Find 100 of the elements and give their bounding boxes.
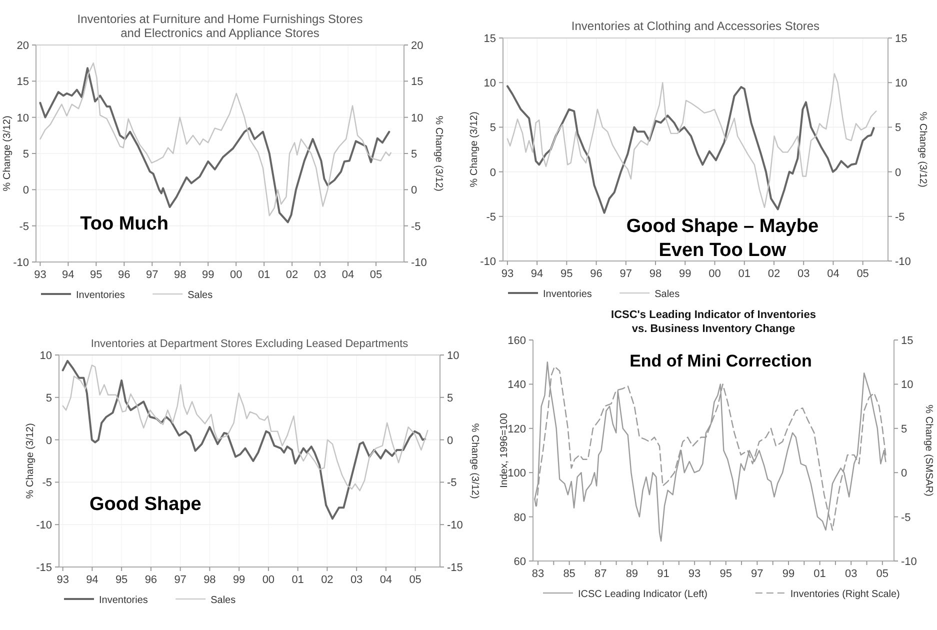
x-tick-label: 99 (202, 269, 214, 281)
y-tick-label: 20 (16, 40, 29, 52)
y-tick-label: 140 (508, 379, 526, 392)
y-tick-label: 10 (40, 350, 52, 362)
x-tick-label: 00 (230, 269, 242, 281)
y-tick-label: 5 (22, 148, 29, 160)
x-tick-label: 99 (679, 268, 692, 280)
annotation: End of Mini Correction (630, 352, 812, 371)
y-tick-label: 15 (484, 33, 496, 45)
x-tick-label: 04 (380, 574, 392, 586)
x-tick-label: 05 (876, 568, 889, 580)
y2-tick-label: -5 (901, 512, 911, 524)
y-axis-title: % Change (3/12) (2, 116, 13, 192)
x-tick-label: 05 (370, 269, 382, 281)
chart-title: Inventories at Department Stores Excluding Leased Departments (90, 338, 409, 350)
y-tick-label: 100 (508, 468, 526, 480)
x-tick-label: 96 (118, 269, 130, 281)
x-tick-label: 02 (768, 268, 780, 280)
y2-axis-title: % Change (3/12) (433, 116, 444, 192)
legend-label: Inventories (543, 289, 592, 300)
y-tick-label: -5 (486, 211, 496, 224)
y-tick-label: -10 (13, 257, 29, 269)
x-tick-label: 97 (146, 269, 158, 281)
x-tick-label: 85 (563, 568, 576, 580)
y2-tick-label: 15 (901, 335, 914, 347)
y-tick-label: -5 (19, 220, 29, 233)
y-tick-label: 5 (46, 392, 52, 404)
chart-title: ICSC's Leading Indicator of Inventories vs. Business Inventory Change (611, 309, 816, 335)
x-tick-label: 96 (590, 268, 602, 280)
x-tick-label: 03 (350, 574, 363, 586)
annotation: Good Shape (89, 494, 202, 515)
chart-title: Inventories at Clothing and Accessories Stores (571, 19, 820, 33)
legend-label: Sales (654, 289, 680, 300)
x-tick-label: 95 (115, 574, 128, 586)
y-tick-label: 160 (508, 335, 526, 347)
y-tick-label: 0 (46, 434, 52, 447)
y2-tick-label: -15 (447, 562, 463, 574)
y-tick-label: 120 (508, 423, 526, 436)
x-tick-label: 03 (844, 568, 858, 580)
y2-tick-label: 15 (411, 76, 424, 88)
x-tick-label: 97 (174, 574, 186, 586)
y-tick-label: -15 (36, 562, 52, 574)
y2-tick-label: 0 (895, 166, 902, 179)
y2-tick-label: -10 (411, 257, 427, 269)
line-series (62, 364, 428, 492)
y2-tick-label: 10 (901, 379, 914, 392)
y2-tick-label: -5 (895, 211, 905, 224)
x-tick-label: 89 (626, 568, 638, 580)
legend-label: Inventories (Right Scale) (790, 589, 900, 600)
y-tick-label: -10 (36, 520, 52, 532)
x-tick-label: 99 (782, 568, 795, 580)
x-tick-label: 98 (649, 268, 662, 280)
y2-tick-label: 0 (901, 468, 908, 480)
x-tick-label: 83 (532, 568, 544, 580)
x-tick-label: 95 (720, 568, 732, 580)
y-tick-label: 0 (22, 184, 29, 197)
x-tick-label: 05 (856, 268, 869, 280)
x-tick-label: 00 (708, 268, 721, 280)
y-tick-label: 0 (490, 166, 496, 179)
legend-label: Inventories (76, 290, 125, 301)
x-tick-label: 01 (738, 268, 750, 280)
y2-tick-label: 5 (447, 392, 454, 404)
y2-tick-label: -5 (411, 220, 421, 233)
y2-tick-label: 10 (411, 112, 424, 124)
x-tick-label: 94 (86, 574, 98, 586)
x-tick-label: 93 (688, 568, 701, 580)
x-tick-label: 05 (409, 574, 422, 586)
x-tick-label: 93 (56, 574, 69, 586)
y-tick-label: 80 (514, 512, 526, 524)
x-tick-label: 01 (258, 269, 270, 281)
x-tick-label: 87 (594, 568, 607, 580)
x-tick-label: 04 (827, 268, 840, 280)
y2-tick-label: 15 (895, 33, 908, 45)
y2-tick-label: 10 (447, 350, 460, 362)
x-tick-label: 96 (144, 574, 158, 586)
y2-tick-label: 5 (901, 423, 908, 436)
x-tick-label: 00 (262, 574, 275, 586)
y-tick-label: 5 (490, 122, 496, 134)
x-tick-label: 01 (292, 574, 304, 586)
y2-tick-label: -10 (901, 556, 917, 568)
y2-tick-label: 0 (411, 184, 418, 197)
x-tick-label: 95 (560, 268, 573, 280)
legend-label: Sales (188, 290, 213, 301)
x-tick-label: 02 (321, 574, 334, 586)
y-axis-title: Index, 1996=100 (499, 412, 510, 488)
y-axis-title: % Change (3/12) (469, 112, 480, 188)
x-tick-label: 97 (620, 268, 632, 280)
y2-tick-label: 5 (895, 122, 902, 134)
y2-tick-label: -5 (447, 477, 457, 490)
x-tick-label: 93 (501, 268, 514, 280)
x-tick-label: 03 (314, 269, 326, 281)
x-tick-label: 91 (657, 568, 670, 580)
y-tick-label: 10 (16, 112, 29, 124)
y2-axis-title: % Change (SMSAR) (923, 404, 934, 496)
legend-label: ICSC Leading Indicator (Left) (578, 589, 708, 600)
y-tick-label: -10 (480, 256, 496, 268)
x-tick-label: 94 (530, 268, 544, 280)
x-tick-label: 02 (286, 269, 298, 281)
x-tick-label: 04 (342, 269, 354, 281)
y-tick-label: 15 (16, 76, 29, 88)
